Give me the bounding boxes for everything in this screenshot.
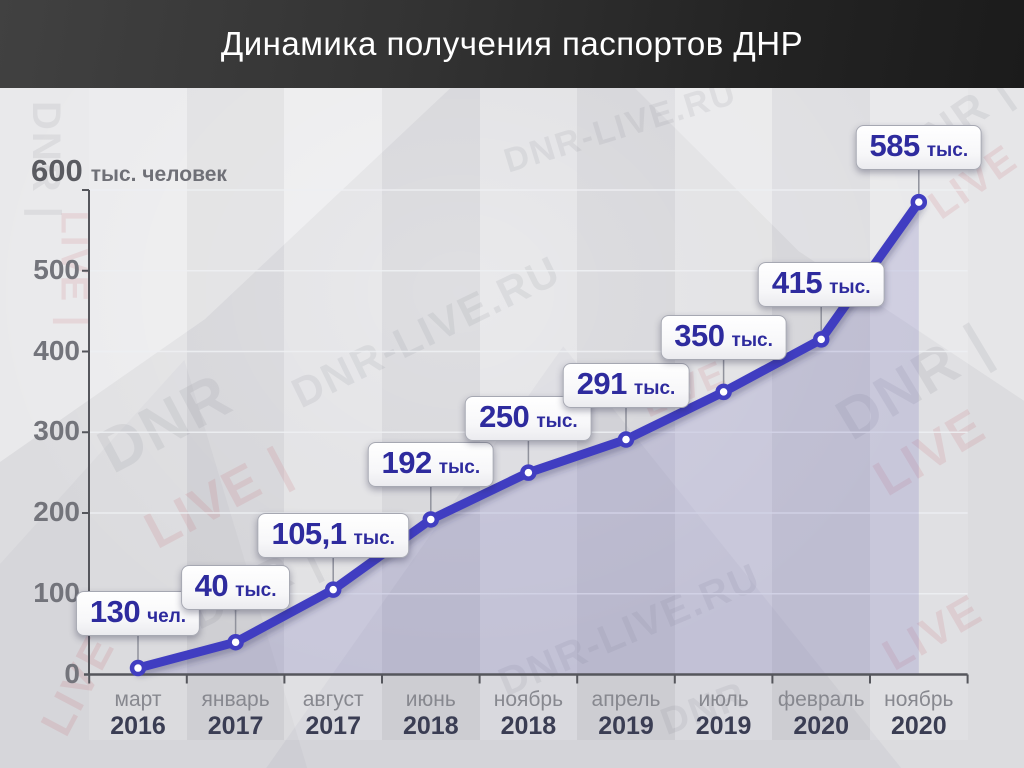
month-label: июнь bbox=[405, 688, 456, 711]
month-label: июль bbox=[698, 688, 749, 711]
month-label: февраль bbox=[777, 688, 865, 711]
data-point-marker bbox=[812, 331, 830, 348]
callout-unit: тыс. bbox=[731, 329, 773, 351]
y-tick-label: 100 bbox=[33, 576, 80, 608]
y-tick-label: 200 bbox=[33, 496, 80, 527]
data-point-callout: 415 тыс. bbox=[757, 262, 885, 308]
x-category-label: ноябрь 2018 bbox=[494, 688, 563, 741]
data-point-marker bbox=[520, 464, 537, 481]
callout-value: 415 bbox=[771, 265, 823, 301]
month-label: январь bbox=[201, 688, 270, 711]
year-label: 2016 bbox=[110, 712, 166, 741]
month-label: апрель bbox=[591, 688, 661, 711]
year-label: 2018 bbox=[500, 712, 557, 741]
year-label: 2017 bbox=[305, 712, 361, 741]
callout-unit: тыс. bbox=[235, 580, 277, 602]
callout-unit: тыс. bbox=[438, 457, 481, 479]
callout-value: 291 bbox=[576, 365, 628, 401]
callout-unit: тыс. bbox=[353, 527, 395, 549]
data-point-callout: 291 тыс. bbox=[562, 362, 690, 408]
data-point-callout: 105,1 тыс. bbox=[257, 512, 409, 558]
data-point-callout: 130 чел. bbox=[75, 591, 201, 637]
callout-unit: тыс. bbox=[829, 277, 871, 299]
callout-unit: тыс. bbox=[633, 377, 676, 399]
x-category-label: март 2016 bbox=[110, 688, 166, 741]
year-label: 2019 bbox=[695, 712, 752, 741]
data-point-marker bbox=[617, 431, 635, 448]
callout-value: 192 bbox=[381, 445, 432, 481]
area-fill bbox=[138, 202, 919, 675]
x-category-label: январь 2017 bbox=[201, 688, 269, 741]
column-band bbox=[284, 88, 382, 740]
year-label: 2019 bbox=[598, 712, 654, 741]
callout-value: 130 bbox=[89, 594, 141, 630]
x-category-label: апрель 2019 bbox=[592, 688, 661, 741]
month-label: март bbox=[114, 688, 162, 711]
callout-value: 350 bbox=[674, 317, 725, 353]
title-bar: Динамика получения паспортов ДНР bbox=[0, 0, 1024, 88]
data-point-callout: 40 тыс. bbox=[180, 565, 291, 611]
data-point-marker bbox=[324, 581, 342, 598]
month-label: ноябрь bbox=[884, 688, 954, 711]
y-axis-max-value: 600 bbox=[31, 153, 83, 188]
callout-value: 105,1 bbox=[271, 515, 347, 551]
y-tick-label: 500 bbox=[33, 253, 80, 285]
callout-value: 250 bbox=[479, 398, 530, 434]
data-point-callout: 250 тыс. bbox=[465, 395, 592, 441]
data-point-callout: 192 тыс. bbox=[367, 442, 495, 488]
y-tick-label: 400 bbox=[33, 334, 80, 366]
column-band bbox=[772, 88, 870, 740]
year-label: 2017 bbox=[207, 712, 264, 741]
year-label: 2018 bbox=[402, 712, 459, 741]
x-category-label: июль 2019 bbox=[696, 688, 752, 741]
year-label: 2020 bbox=[793, 712, 849, 741]
x-category-label: ноябрь 2020 bbox=[884, 688, 953, 741]
data-point-marker bbox=[715, 383, 732, 401]
y-axis-title: 600 тыс. человек bbox=[31, 153, 227, 189]
x-category-label: август 2017 bbox=[303, 688, 364, 741]
callout-unit: чел. bbox=[147, 606, 187, 628]
data-point-callout: 585 тыс. bbox=[855, 125, 983, 171]
callout-unit: тыс. bbox=[536, 410, 578, 432]
x-category-label: июнь 2018 bbox=[403, 688, 459, 741]
callout-unit: тыс. bbox=[926, 140, 969, 162]
column-band bbox=[674, 88, 773, 740]
data-point-marker bbox=[910, 193, 928, 211]
data-point-callout: 350 тыс. bbox=[660, 314, 787, 360]
year-label: 2020 bbox=[890, 712, 947, 741]
data-point-marker bbox=[129, 659, 147, 677]
data-point-marker bbox=[227, 633, 244, 651]
y-axis-unit: тыс. человек bbox=[90, 163, 227, 186]
column-band bbox=[382, 88, 480, 740]
y-tick-label: 300 bbox=[33, 415, 80, 447]
month-label: ноябрь bbox=[493, 688, 564, 711]
data-point-marker bbox=[422, 511, 440, 528]
x-category-label: февраль 2020 bbox=[778, 688, 865, 741]
callout-value: 40 bbox=[194, 568, 229, 604]
month-label: август bbox=[302, 688, 364, 711]
callout-value: 585 bbox=[869, 128, 920, 164]
y-tick-label: 0 bbox=[64, 657, 80, 689]
chart-title: Динамика получения паспортов ДНР bbox=[220, 25, 804, 62]
